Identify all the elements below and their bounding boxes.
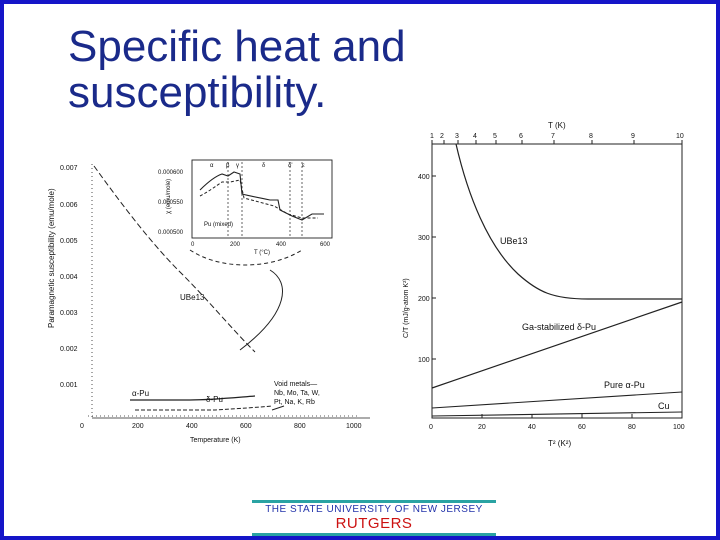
- plot-frame: [431, 143, 683, 419]
- ytick-3: 0.005: [60, 238, 78, 245]
- right-ytick-100: 100: [418, 357, 430, 364]
- xlabel-temperature: Temperature (K): [190, 437, 241, 444]
- inset-phase-beta: β: [226, 163, 230, 169]
- inset-xtick-2: 200: [230, 242, 241, 248]
- pure-alpha-pu-line: [431, 391, 683, 409]
- delta-pu-curve: [130, 395, 256, 401]
- top-tick-7: 7: [551, 133, 555, 140]
- top-axis-label: T (K): [548, 121, 566, 130]
- label-ga-delta-pu: Ga-stabilized δ-Pu: [522, 322, 596, 332]
- inset-label-pu-mixed: Pu (mixed): [204, 222, 233, 228]
- ytick-7: 0.001: [60, 382, 78, 389]
- inset-xtick-1: 0: [191, 242, 195, 248]
- top-tick-3: 3: [455, 133, 459, 140]
- inset-connector: [239, 269, 283, 351]
- right-xtick-0: 0: [429, 424, 433, 431]
- inset-phase-epsilon: ε: [302, 163, 305, 169]
- top-tick-2: 2: [440, 133, 444, 140]
- xlabel-t-squared: T² (K²): [548, 439, 571, 448]
- xtick-4: 600: [240, 423, 252, 430]
- right-ytick-400: 400: [418, 174, 430, 181]
- inset-ylabel: χ (emu/mole): [166, 179, 172, 214]
- xtick-3: 400: [186, 423, 198, 430]
- top-tick-6: 6: [519, 133, 523, 140]
- top-tick-4: 4: [473, 133, 477, 140]
- inset-xtick-3: 400: [276, 242, 287, 248]
- right-xtick-20: 20: [478, 424, 486, 431]
- label-ube13: UBe13: [180, 293, 205, 302]
- inset-phase-gamma: γ: [236, 163, 239, 169]
- inset-curve-heating: [199, 171, 324, 221]
- footer-brand: RUTGERS: [335, 515, 413, 532]
- label-delta-pu: δ-Pu: [206, 395, 223, 404]
- footer-rule-top: [252, 500, 496, 503]
- ube13-susceptibility-curve: [93, 165, 256, 353]
- right-xtick-80: 80: [628, 424, 636, 431]
- right-ytick-300: 300: [418, 235, 430, 242]
- top-tick-5: 5: [493, 133, 497, 140]
- xtick-2: 200: [132, 423, 144, 430]
- inset-phase-alpha: α: [210, 163, 214, 169]
- label-void-metals-2: Nb, Mo, Ta, W,: [274, 390, 320, 397]
- ytick-5: 0.003: [60, 310, 78, 317]
- top-tick-1: 1: [430, 133, 434, 140]
- slide-title: Specific heat and susceptibility.: [68, 24, 406, 116]
- label-alpha-pu: α-Pu: [132, 389, 149, 398]
- inset-ytick-3: 0.000500: [158, 230, 184, 236]
- ylabel-susceptibility: Paramagnetic susceptibility (emu/mole): [47, 188, 56, 328]
- right-ytick-200: 200: [418, 296, 430, 303]
- xtick-6: 1000: [346, 423, 362, 430]
- alpha-pu-curve: [135, 405, 273, 411]
- inset-curve-cooling: [199, 179, 318, 219]
- ylabel-c-over-t: C/T (mJ/g-atom K²): [403, 278, 410, 338]
- top-tick-8: 8: [589, 133, 593, 140]
- label-cu: Cu: [658, 401, 670, 411]
- label-void-metals-1: Void metals—: [274, 381, 317, 388]
- label-pure-alpha-pu: Pure α-Pu: [604, 380, 645, 390]
- ube13-specific-heat-curve: [455, 143, 682, 300]
- right-xtick-60: 60: [578, 424, 586, 431]
- top-tick-10: 10: [676, 133, 684, 140]
- ytick-4: 0.004: [60, 274, 78, 281]
- inset-xtick-4: 600: [320, 242, 331, 248]
- label-void-metals-3: Pt, Na, K, Rb: [274, 399, 315, 406]
- susceptibility-figure: Paramagnetic susceptibility (emu/mole) 0…: [47, 159, 370, 444]
- title-line-1: Specific heat and: [68, 22, 406, 71]
- footer-university: THE STATE UNIVERSITY OF NEW JERSEY: [265, 504, 483, 515]
- xtick-5: 800: [294, 423, 306, 430]
- inset-xlabel: T (°C): [254, 250, 270, 256]
- inset-ytick-2: 0.000550: [158, 200, 184, 206]
- void-metals-arrow: [271, 405, 285, 411]
- inset-phase-delta: δ: [262, 163, 266, 169]
- right-xtick-40: 40: [528, 424, 536, 431]
- ga-delta-pu-line: [431, 301, 683, 389]
- footer: THE STATE UNIVERSITY OF NEW JERSEY RUTGE…: [252, 500, 496, 536]
- cu-line: [431, 411, 683, 417]
- footer-rule-bottom: [252, 533, 496, 536]
- label-ube13-right: UBe13: [500, 236, 528, 246]
- inset-phase-delta-prime: δ': [288, 163, 293, 169]
- xtick-1: 0: [80, 423, 84, 430]
- right-xtick-100: 100: [673, 424, 685, 431]
- inset-ytick-1: 0.000600: [158, 170, 184, 176]
- inset-frame: [191, 159, 333, 239]
- specific-heat-figure: T (K) 1 2 3 4 5 6 7 8 9 10 C/T (mJ/g-ato…: [403, 121, 685, 448]
- ytick-1: 0.007: [60, 165, 78, 172]
- ytick-6: 0.002: [60, 346, 78, 353]
- top-tick-9: 9: [631, 133, 635, 140]
- title-line-2: susceptibility.: [68, 68, 327, 117]
- ytick-2: 0.006: [60, 202, 78, 209]
